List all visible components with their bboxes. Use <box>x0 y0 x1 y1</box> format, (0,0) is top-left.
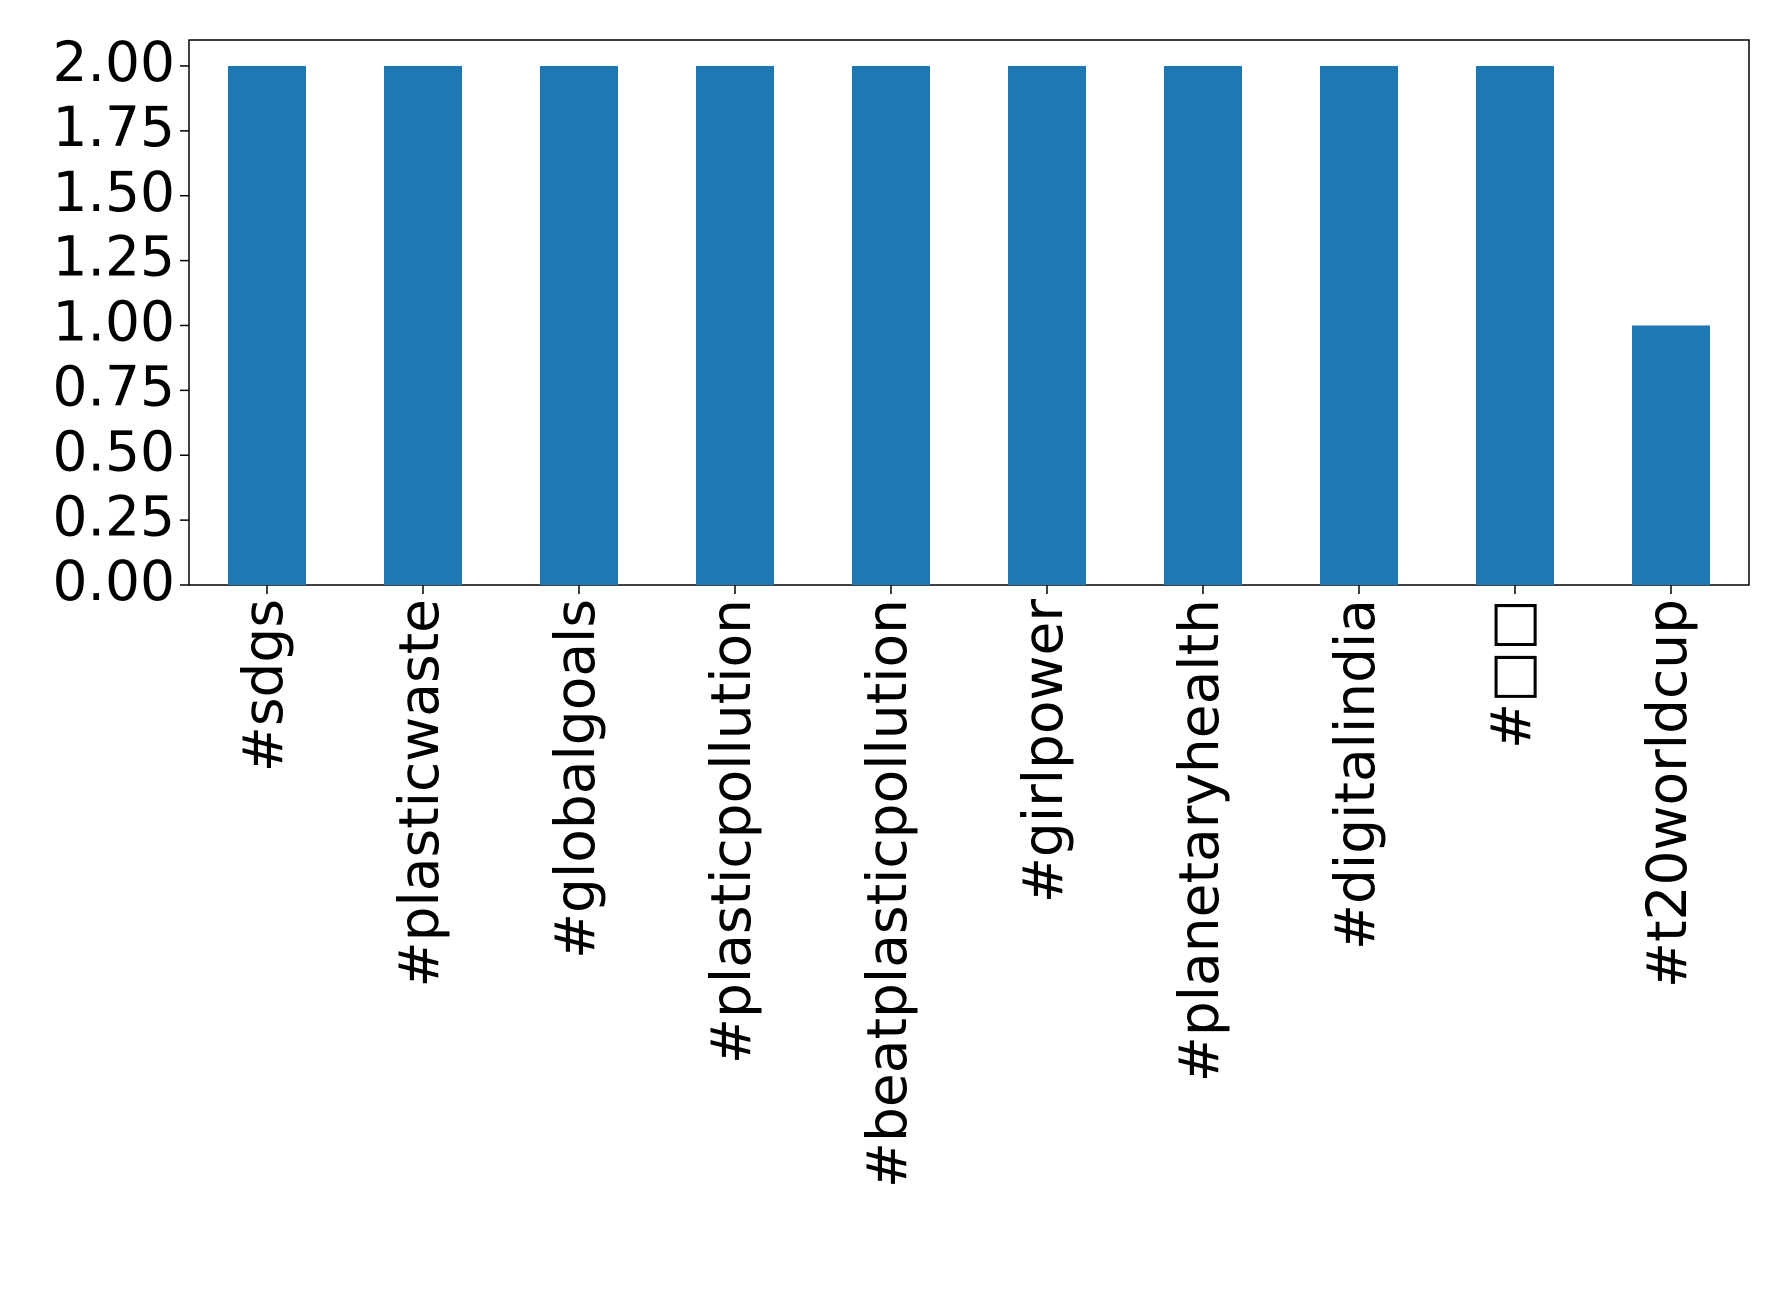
y-tick-label: 2.00 <box>53 30 175 94</box>
x-tick-label: #planetaryhealth <box>1167 599 1231 1082</box>
bar <box>540 65 618 585</box>
bar <box>1320 65 1398 585</box>
y-tick-label: 1.50 <box>53 160 175 224</box>
plot-frame <box>188 39 1750 586</box>
y-tick-label: 0.75 <box>53 354 175 418</box>
x-tick-label: #girlpower <box>1011 599 1075 904</box>
y-tick-label: 0.50 <box>53 419 175 483</box>
x-tick-label: #sdgs <box>231 599 295 772</box>
bar <box>228 65 306 585</box>
x-tick-label: #plasticwaste <box>387 599 451 987</box>
x-tick-label: #t20worldcup <box>1635 599 1699 988</box>
x-tick-label: #beatplasticpollution <box>855 599 919 1188</box>
x-tick-label: #digitalindia <box>1323 599 1387 950</box>
bar <box>696 65 774 585</box>
bar <box>852 65 930 585</box>
bar <box>1164 65 1242 585</box>
bar <box>1476 65 1554 585</box>
y-tick-label: 1.75 <box>53 95 175 159</box>
x-tick-label: #plasticpollution <box>699 599 763 1064</box>
x-tick-label: #globalgoals <box>543 599 607 959</box>
y-tick-label: 1.25 <box>53 225 175 289</box>
bar <box>1008 65 1086 585</box>
x-tick-label: #□□ <box>1479 599 1543 749</box>
y-tick-label: 0.25 <box>53 484 175 548</box>
y-tick-label: 1.00 <box>53 290 175 354</box>
bar <box>1632 325 1710 585</box>
bar <box>384 65 462 585</box>
y-tick-label: 0.00 <box>53 549 175 613</box>
